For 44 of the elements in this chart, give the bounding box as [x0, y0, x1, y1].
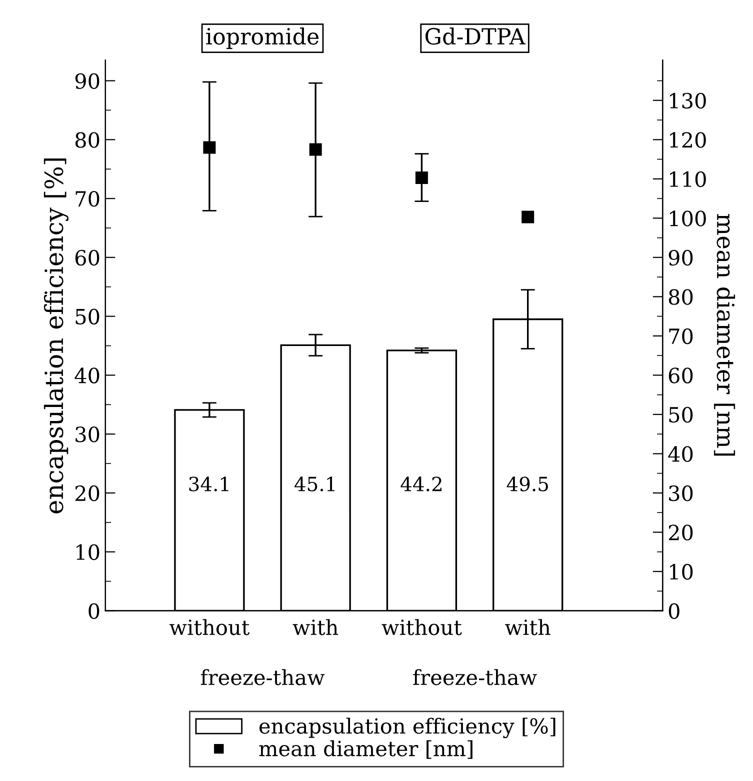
- y2-tick-label: 120: [670, 132, 706, 148]
- x-tick-label: with: [292, 619, 338, 636]
- point: [522, 210, 534, 224]
- y-tick-label: 0: [88, 603, 100, 619]
- y-tick-label: 20: [75, 485, 100, 502]
- y2-tick-label: 0: [668, 603, 680, 619]
- y2-tick-label: 60: [668, 368, 693, 384]
- y2-tick-label: 50: [669, 406, 693, 423]
- data-label: 34.1: [189, 476, 228, 492]
- y2-tick-label: 100: [670, 210, 706, 226]
- y-tick-label: 50: [76, 308, 100, 325]
- y-axis-title: encapsulation efficiency [%]: [44, 158, 68, 514]
- legend-label: mean diameter [nm]: [259, 740, 472, 759]
- y2-tick-label: 110: [670, 171, 706, 188]
- y-tick-label: 80: [75, 132, 100, 148]
- text: Gd-DTPA: [425, 28, 526, 45]
- legend-label: encapsulation efficiency [%]: [259, 718, 556, 738]
- text: freeze-thaw: [200, 669, 325, 686]
- y2-tick-label: 90: [668, 250, 693, 266]
- y2-axis-title: mean diameter [nm]: [714, 214, 736, 456]
- y2-tick-label: 40: [668, 446, 693, 462]
- x-tick-label: with: [505, 619, 550, 636]
- y-tick-label: 40: [74, 368, 100, 384]
- y-tick-label: 60: [75, 250, 100, 266]
- x-tick-label: without: [169, 619, 250, 636]
- y-tick-label: 30: [76, 426, 100, 442]
- data-label: 45.1: [294, 476, 334, 492]
- data-label: 44.2: [400, 476, 442, 492]
- y-tick-label: 70: [76, 190, 100, 207]
- point: [415, 171, 428, 184]
- y-tick-label: 10: [76, 544, 100, 560]
- y2-tick-label: 30: [669, 485, 693, 502]
- y2-tick-label: 10: [670, 564, 693, 580]
- text: freeze-thaw: [413, 669, 537, 686]
- point: [203, 141, 216, 154]
- y2-tick-label: 130: [670, 92, 706, 109]
- y-tick-label: 90: [75, 73, 100, 89]
- text: iopromide: [206, 28, 319, 50]
- y2-tick-label: 80: [668, 289, 693, 305]
- data-label: 49.5: [506, 476, 548, 492]
- x-tick-label: without: [382, 619, 462, 636]
- y2-tick-label: 20: [668, 524, 693, 540]
- point: [309, 143, 322, 156]
- y2-tick-label: 70: [669, 328, 693, 344]
